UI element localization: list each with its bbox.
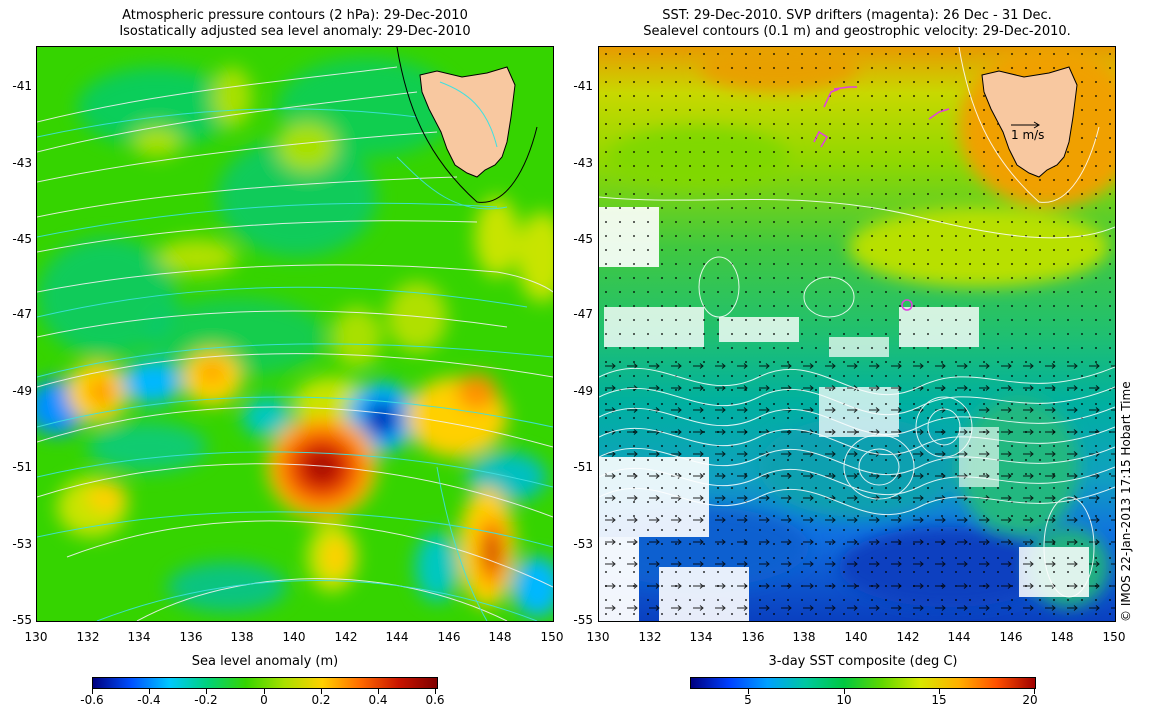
right-lat-tick: -53 bbox=[573, 537, 593, 551]
sla-colorbar bbox=[92, 677, 438, 689]
right-lon-tick: 130 bbox=[586, 630, 610, 644]
scale-arrow bbox=[1011, 121, 1040, 129]
left-lat-tick: -53 bbox=[12, 537, 32, 551]
right-lon-tick: 144 bbox=[947, 630, 971, 644]
left-lat-tick: -41 bbox=[12, 79, 32, 93]
right-lon-tick: 146 bbox=[999, 630, 1023, 644]
left-lat-tick: -51 bbox=[12, 460, 32, 474]
sla-colorbar-label: Sea level anomaly (m) bbox=[191, 654, 339, 669]
right-title: SST: 29-Dec-2010. SVP drifters (magenta)… bbox=[598, 8, 1116, 40]
svp-drifters bbox=[813, 86, 950, 311]
sla-map-svg bbox=[37, 47, 553, 621]
left-lon-tick: 130 bbox=[24, 630, 48, 644]
sst-colorbar-label: 3-day SST composite (deg C) bbox=[768, 654, 958, 669]
right-lat-tick: -55 bbox=[573, 613, 593, 627]
tasmania-land bbox=[419, 66, 516, 178]
left-lon-tick: 132 bbox=[76, 630, 100, 644]
sla-contours bbox=[37, 108, 553, 621]
right-lon-tick: 140 bbox=[844, 630, 868, 644]
right-lon-tick: 132 bbox=[638, 630, 662, 644]
left-lon-tick: 144 bbox=[385, 630, 409, 644]
left-title-line1: Atmospheric pressure contours (2 hPa): 2… bbox=[122, 8, 468, 23]
right-lon-tick: 136 bbox=[741, 630, 765, 644]
sla-map[interactable] bbox=[36, 46, 554, 622]
left-lat-tick: -47 bbox=[12, 307, 32, 321]
right-lat-tick: -51 bbox=[573, 460, 593, 474]
sla-colorbar-tick: -0.6 bbox=[80, 693, 104, 707]
scale-label: 1 m/s bbox=[1011, 128, 1044, 142]
pressure-contours bbox=[37, 66, 553, 621]
right-lat-tick: -45 bbox=[573, 232, 593, 246]
left-lat-tick: -45 bbox=[12, 232, 32, 246]
sla-field bbox=[37, 57, 553, 617]
left-title: Atmospheric pressure contours (2 hPa): 2… bbox=[36, 8, 554, 40]
sla-colorbar-tick: -0.2 bbox=[194, 693, 218, 707]
left-lon-tick: 150 bbox=[540, 630, 564, 644]
right-lon-tick: 134 bbox=[689, 630, 713, 644]
right-lon-tick: 138 bbox=[792, 630, 816, 644]
right-lat-tick: -41 bbox=[573, 79, 593, 93]
left-lon-tick: 142 bbox=[334, 630, 358, 644]
right-title-line1: SST: 29-Dec-2010. SVP drifters (magenta)… bbox=[662, 8, 1052, 23]
sst-map-svg: 1 m/s bbox=[599, 47, 1115, 621]
sst-colorbar bbox=[690, 677, 1036, 689]
left-lat-tick: -55 bbox=[12, 613, 32, 627]
left-lon-tick: 148 bbox=[488, 630, 512, 644]
right-lon-tick: 148 bbox=[1050, 630, 1074, 644]
tasmania-land-sst bbox=[981, 66, 1078, 178]
sst-colorbar-tick: 15 bbox=[931, 693, 947, 707]
sla-colorbar-tick: 0.6 bbox=[425, 693, 445, 707]
left-lon-tick: 136 bbox=[179, 630, 203, 644]
right-lat-tick: -43 bbox=[573, 156, 593, 170]
sla-colorbar-tick: -0.4 bbox=[137, 693, 161, 707]
sst-map[interactable]: 1 m/s bbox=[598, 46, 1116, 622]
right-lon-tick: 150 bbox=[1102, 630, 1126, 644]
sst-colorbar-tick: 20 bbox=[1022, 693, 1038, 707]
sst-colorbar-tick: 5 bbox=[744, 693, 752, 707]
right-lon-tick: 142 bbox=[896, 630, 920, 644]
sla-colorbar-tick: 0.4 bbox=[368, 693, 388, 707]
right-lat-tick: -47 bbox=[573, 307, 593, 321]
sla-colorbar-tick: 0.2 bbox=[311, 693, 331, 707]
sla-colorbar-tick: 0 bbox=[260, 693, 268, 707]
right-title-line2: Sealevel contours (0.1 m) and geostrophi… bbox=[643, 24, 1071, 39]
left-title-line2: Isostatically adjusted sea level anomaly… bbox=[119, 24, 471, 39]
sst-colorbar-tick: 10 bbox=[836, 693, 852, 707]
left-lon-tick: 140 bbox=[282, 630, 306, 644]
right-lat-tick: -49 bbox=[573, 384, 593, 398]
left-lat-tick: -49 bbox=[12, 384, 32, 398]
left-lon-tick: 134 bbox=[127, 630, 151, 644]
left-lon-tick: 146 bbox=[437, 630, 461, 644]
left-lat-tick: -43 bbox=[12, 156, 32, 170]
copyright-label: © IMOS 22-Jan-2013 17:15 Hobart Time bbox=[1119, 381, 1133, 622]
sealevel-contours bbox=[599, 47, 1115, 598]
left-lon-tick: 138 bbox=[230, 630, 254, 644]
